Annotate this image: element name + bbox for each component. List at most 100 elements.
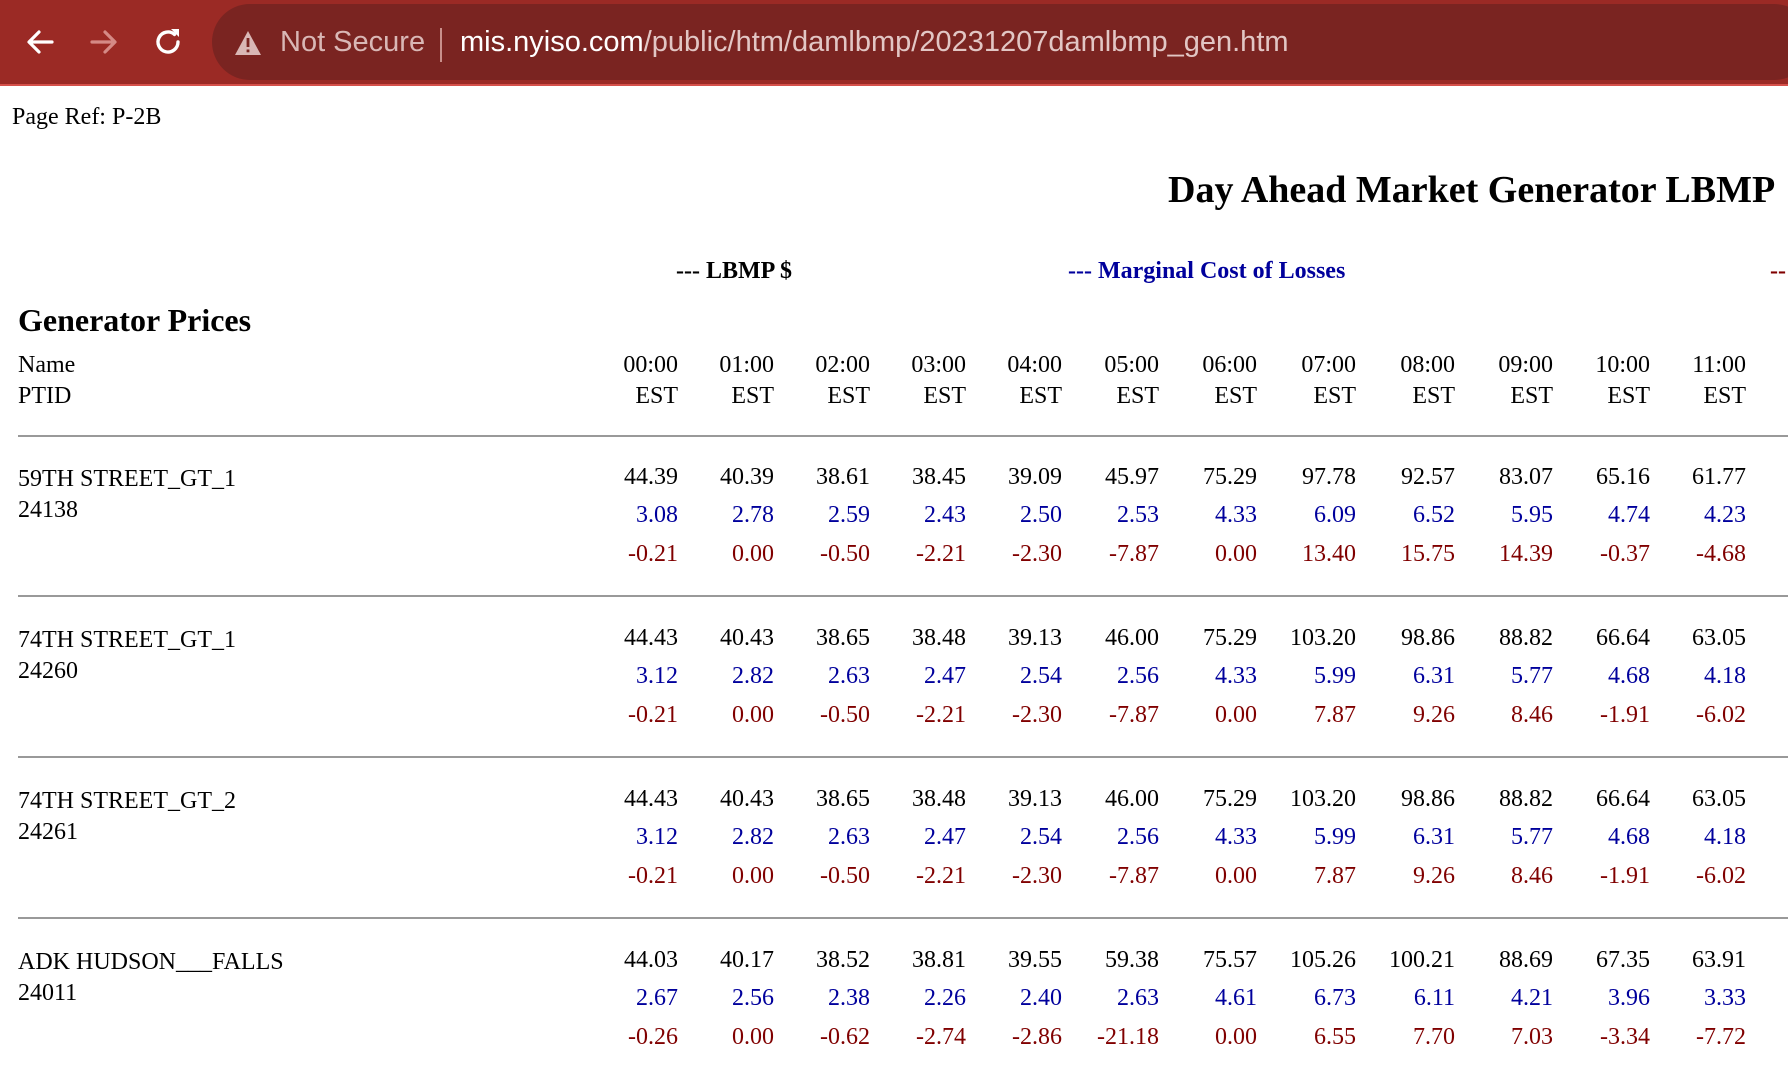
warning-triangle-icon xyxy=(235,31,261,55)
congestion-value: -7.87 xyxy=(1109,702,1159,728)
url-host: mis.nyiso.com xyxy=(460,26,644,58)
lbmp-value: 61.77 xyxy=(1692,464,1746,490)
congestion-value: 0.00 xyxy=(732,541,774,567)
lbmp-value: 88.82 xyxy=(1499,625,1553,651)
lbmp-value: 44.03 xyxy=(624,947,678,973)
lbmp-value: 39.13 xyxy=(1008,625,1062,651)
losses-value: 3.33 xyxy=(1704,985,1746,1011)
lbmp-value: 40.43 xyxy=(720,786,774,812)
losses-value: 2.59 xyxy=(828,502,870,528)
lbmp-value: 39.13 xyxy=(1008,786,1062,812)
lbmp-value: 65.16 xyxy=(1596,464,1650,490)
url-path: /public/htm/damlbmp/20231207damlbmp_gen.… xyxy=(643,26,1289,58)
row-divider xyxy=(18,756,1788,758)
reload-button[interactable] xyxy=(146,20,190,64)
lbmp-value: 39.09 xyxy=(1008,464,1062,490)
losses-value: 4.68 xyxy=(1608,824,1650,850)
back-arrow-icon xyxy=(27,30,54,54)
congestion-value: 8.46 xyxy=(1511,702,1553,728)
losses-value: 4.18 xyxy=(1704,663,1746,689)
losses-value: 2.54 xyxy=(1020,824,1062,850)
group-label-lbmp: --- LBMP $ xyxy=(676,258,792,284)
hour-header: 10:00 EST xyxy=(1570,350,1650,412)
generator-name: 74TH STREET_GT_2 xyxy=(18,788,236,814)
lbmp-value: 103.20 xyxy=(1290,786,1356,812)
lbmp-value: 75.29 xyxy=(1203,625,1257,651)
address-bar[interactable]: Not Secure mis.nyiso.com/public/htm/daml… xyxy=(212,4,1788,80)
lbmp-value: 45.97 xyxy=(1105,464,1159,490)
congestion-value: -2.30 xyxy=(1012,541,1062,567)
congestion-value: -0.50 xyxy=(820,541,870,567)
losses-value: 3.08 xyxy=(636,502,678,528)
lbmp-value: 63.05 xyxy=(1692,625,1746,651)
generator-row: 74TH STREET_GT_2 24261 44.43 40.43 38.65 38.4… xyxy=(0,786,1788,906)
losses-value: 2.53 xyxy=(1117,502,1159,528)
congestion-value: 14.39 xyxy=(1499,541,1553,567)
losses-value: 2.40 xyxy=(1020,985,1062,1011)
hour-header-time: 02:00 xyxy=(815,352,870,378)
hour-header-tz: EST xyxy=(827,383,870,409)
losses-value: 3.12 xyxy=(636,824,678,850)
hour-header: 04:00 EST xyxy=(982,350,1062,412)
group-label-losses: --- Marginal Cost of Losses xyxy=(1068,258,1346,284)
losses-value: 4.33 xyxy=(1215,502,1257,528)
congestion-value: 8.46 xyxy=(1511,863,1553,889)
congestion-value: -7.87 xyxy=(1109,541,1159,567)
losses-value: 5.77 xyxy=(1511,824,1553,850)
lbmp-value: 67.35 xyxy=(1596,947,1650,973)
group-label-congestion: -- xyxy=(1770,258,1786,284)
security-status[interactable]: Not Secure xyxy=(280,26,426,58)
congestion-value: -0.62 xyxy=(820,1024,870,1050)
losses-value: 2.47 xyxy=(924,663,966,689)
losses-value: 4.33 xyxy=(1215,663,1257,689)
losses-value: 2.82 xyxy=(732,824,774,850)
hour-header-time: 07:00 xyxy=(1301,352,1356,378)
losses-value: 4.61 xyxy=(1215,985,1257,1011)
losses-value: 2.67 xyxy=(636,985,678,1011)
url-text[interactable]: mis.nyiso.com/public/htm/damlbmp/2023120… xyxy=(460,26,1289,59)
forward-button[interactable] xyxy=(82,20,126,64)
hour-header: 07:00 EST xyxy=(1276,350,1356,412)
losses-value: 2.26 xyxy=(924,985,966,1011)
congestion-value: -6.02 xyxy=(1696,702,1746,728)
congestion-value: -3.34 xyxy=(1600,1024,1650,1050)
generator-name: 74TH STREET_GT_1 xyxy=(18,627,236,653)
losses-value: 2.56 xyxy=(1117,824,1159,850)
lbmp-value: 44.39 xyxy=(624,464,678,490)
lbmp-value: 40.17 xyxy=(720,947,774,973)
losses-value: 2.63 xyxy=(1117,985,1159,1011)
generator-name: 59TH STREET_GT_1 xyxy=(18,466,236,492)
lbmp-value: 105.26 xyxy=(1290,947,1356,973)
generator-row: ADK HUDSON___FALLS 24011 44.03 40.17 38.52 38… xyxy=(0,947,1788,1067)
hour-header-tz: EST xyxy=(1510,383,1553,409)
generator-row: 74TH STREET_GT_1 24260 44.43 40.43 38.65 38.4… xyxy=(0,625,1788,745)
lbmp-value: 100.21 xyxy=(1389,947,1455,973)
congestion-value: -2.30 xyxy=(1012,863,1062,889)
congestion-value: 7.87 xyxy=(1314,863,1356,889)
congestion-value: 0.00 xyxy=(732,1024,774,1050)
hour-header-tz: EST xyxy=(923,383,966,409)
congestion-value: -0.21 xyxy=(628,702,678,728)
congestion-value: 0.00 xyxy=(1215,863,1257,889)
hour-header-tz: EST xyxy=(1412,383,1455,409)
lbmp-value: 6 xyxy=(1700,625,1788,652)
hour-header-time: 10:00 xyxy=(1595,352,1650,378)
lbmp-value: 92.57 xyxy=(1401,464,1455,490)
lbmp-value: 98.86 xyxy=(1401,625,1455,651)
hour-header-time: 08:00 xyxy=(1400,352,1455,378)
hour-header-time: 03:00 xyxy=(911,352,966,378)
lbmp-value: 88.82 xyxy=(1499,786,1553,812)
hour-header-time: 1 xyxy=(1720,350,1788,381)
back-button[interactable] xyxy=(18,20,62,64)
generator-name-ptid: 59TH STREET_GT_1 24138 xyxy=(18,464,236,526)
page-title: Day Ahead Market Generator LBMP xyxy=(1168,169,1776,211)
losses-value: 4.21 xyxy=(1511,985,1553,1011)
congestion-value: -0.50 xyxy=(820,863,870,889)
lbmp-value: 38.61 xyxy=(816,464,870,490)
losses-value: 2.82 xyxy=(732,663,774,689)
header-name-ptid: Name PTID xyxy=(18,350,75,412)
congestion-value: -7.72 xyxy=(1696,1024,1746,1050)
hour-header: 01:00 EST xyxy=(694,350,774,412)
congestion-value: -0.37 xyxy=(1600,541,1650,567)
losses-value: 2.56 xyxy=(732,985,774,1011)
